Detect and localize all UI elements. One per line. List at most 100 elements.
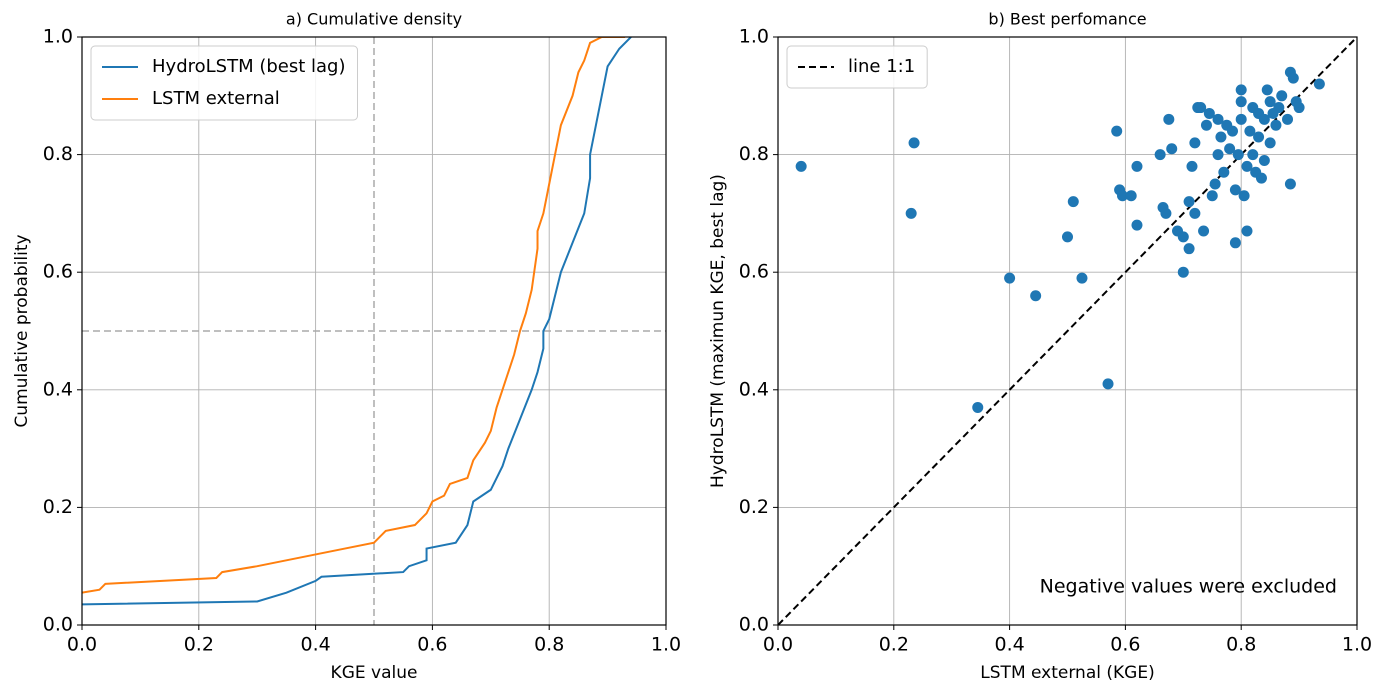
x-axis-label: KGE value xyxy=(331,663,418,683)
scatter-point xyxy=(908,137,920,149)
scatter-point xyxy=(1253,131,1265,143)
plot-area xyxy=(82,37,632,606)
series-line xyxy=(82,37,632,606)
scatter-point xyxy=(1235,96,1247,108)
scatter-point xyxy=(1224,143,1236,155)
legend-label: line 1:1 xyxy=(848,56,915,77)
scatter-point xyxy=(1177,231,1189,243)
scatter-point xyxy=(1177,266,1189,278)
y-tick-label: 1.0 xyxy=(43,26,73,48)
scatter-point xyxy=(1218,166,1230,178)
scatter-point xyxy=(1293,102,1305,114)
scatter-point xyxy=(1235,113,1247,125)
x-tick-label: 0.2 xyxy=(184,634,214,656)
scatter-point xyxy=(1284,178,1296,190)
scatter-point xyxy=(1229,237,1241,249)
scatter-point xyxy=(795,160,807,172)
y-tick-label: 0.6 xyxy=(739,261,769,283)
scatter-point xyxy=(1258,113,1270,125)
x-tick-label: 0.6 xyxy=(417,634,447,656)
scatter-point xyxy=(1313,78,1325,90)
scatter-point xyxy=(1160,207,1172,219)
subplot: 0.0 0.2 0.4 0.6 0.8 1.0 0.0 0.2 0.4 0.6 0.8 1.0 a) C… xyxy=(12,10,681,684)
y-tick-label: 0.2 xyxy=(739,496,769,518)
legend-box xyxy=(90,45,358,121)
scatter-point xyxy=(1186,160,1198,172)
x-tick-label: 0.8 xyxy=(1226,634,1256,656)
y-tick-label: 0.8 xyxy=(43,143,73,165)
scatter-point xyxy=(1166,143,1178,155)
x-tick-label: 0.8 xyxy=(534,634,564,656)
scatter-point xyxy=(1117,190,1129,202)
subplot: 0.0 0.2 0.4 0.6 0.8 1.0 0.0 0.2 0.4 0.6 0.8 1.0 b) B… xyxy=(708,10,1372,684)
axes-frame xyxy=(81,36,667,626)
scatter-point xyxy=(1206,190,1218,202)
scatter-point xyxy=(1030,290,1042,302)
x-tick-label: 0.6 xyxy=(1110,634,1140,656)
chart-title: b) Best perfomance xyxy=(988,10,1146,29)
y-tick-label: 0.8 xyxy=(739,143,769,165)
scatter-point xyxy=(1255,172,1267,184)
annotation: Negative values were excluded xyxy=(1040,576,1337,598)
scatter-point xyxy=(1270,119,1282,131)
series-line xyxy=(82,37,626,594)
series-line xyxy=(778,37,1357,625)
x-axis-label: LSTM external (KGE) xyxy=(980,663,1154,683)
scatter-point xyxy=(1258,154,1270,166)
legend: line 1:1 xyxy=(786,45,928,89)
scatter-point xyxy=(1244,125,1256,137)
scatter-point xyxy=(1227,125,1239,137)
scatter-point xyxy=(1238,190,1250,202)
y-axis-label: Cumulative probability xyxy=(12,234,32,427)
y-tick-label: 0.0 xyxy=(739,614,769,636)
y-tick-label: 0.0 xyxy=(43,614,73,636)
scatter-point xyxy=(1183,243,1195,255)
scatter-point xyxy=(1102,378,1114,390)
scatter-point xyxy=(1261,84,1273,96)
legend-label: LSTM external xyxy=(152,88,280,109)
y-tick-label: 0.6 xyxy=(43,261,73,283)
scatter-point xyxy=(1131,160,1143,172)
scatter-point xyxy=(1215,131,1227,143)
scatter-point xyxy=(1229,184,1241,196)
scatter-point xyxy=(1154,149,1166,161)
scatter-point xyxy=(1212,149,1224,161)
scatter-point xyxy=(1232,149,1244,161)
scatter-point xyxy=(1276,90,1288,102)
scatter-point xyxy=(1241,225,1253,237)
scatter-point xyxy=(1195,102,1207,114)
scatter-point xyxy=(1247,149,1259,161)
scatter-point xyxy=(1241,160,1253,172)
y-tick-label: 0.4 xyxy=(739,378,769,400)
scatter-point xyxy=(1209,178,1221,190)
x-tick-label: 0.0 xyxy=(763,634,793,656)
scatter-point xyxy=(1287,72,1299,84)
x-tick-label: 1.0 xyxy=(1342,634,1372,656)
chart-title: a) Cumulative density xyxy=(286,10,462,29)
y-tick-label: 0.2 xyxy=(43,496,73,518)
scatter-point xyxy=(1264,137,1276,149)
scatter-point xyxy=(1067,196,1079,208)
scatter-point xyxy=(1264,96,1276,108)
x-tick-label: 0.4 xyxy=(994,634,1024,656)
scatter-point xyxy=(1125,190,1137,202)
scatter-point xyxy=(1004,272,1016,284)
axes-frame xyxy=(777,36,1358,626)
x-tick-label: 0.2 xyxy=(879,634,909,656)
scatter-point xyxy=(1273,102,1285,114)
x-tick-label: 0.0 xyxy=(67,634,97,656)
scatter-point xyxy=(1282,113,1294,125)
scatter-point xyxy=(1200,119,1212,131)
plot-area xyxy=(778,37,1357,625)
scatter-point xyxy=(905,207,917,219)
scatter-point xyxy=(1183,196,1195,208)
x-tick-label: 0.4 xyxy=(300,634,330,656)
scatter-point xyxy=(1111,125,1123,137)
x-tick-label: 1.0 xyxy=(651,634,681,656)
scatter-point xyxy=(1198,225,1210,237)
legend: HydroLSTM (best lag) LSTM external xyxy=(90,45,358,121)
scatter-point xyxy=(1163,113,1175,125)
scatter-point xyxy=(1235,84,1247,96)
